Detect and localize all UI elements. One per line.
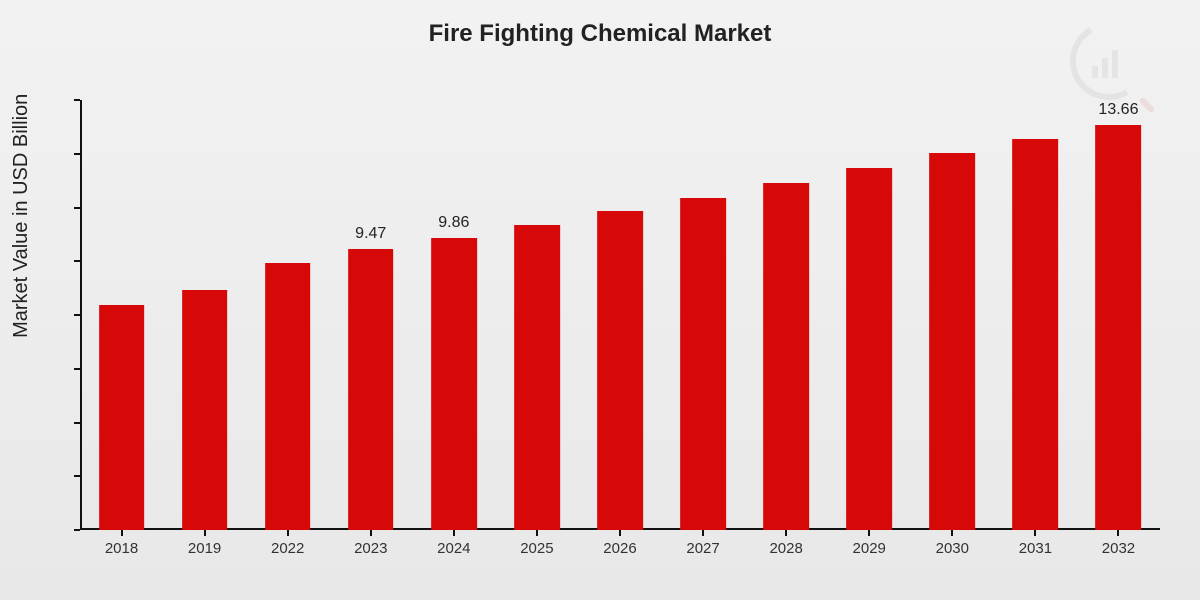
bar-slot: 2029 [828,100,911,530]
y-tick [74,260,80,262]
bar-slot: 2031 [994,100,1077,530]
bar-value-label: 13.66 [1098,101,1138,119]
y-tick [74,475,80,477]
x-tick [785,530,787,536]
x-category-label: 2032 [1102,540,1135,557]
bar-value-label: 9.86 [438,214,469,232]
bar [846,168,892,530]
bar [763,183,809,530]
bar-slot: 2026 [578,100,661,530]
x-tick [204,530,206,536]
x-tick [702,530,704,536]
x-category-label: 2029 [853,540,886,557]
bar-slot: 203213.66 [1077,100,1160,530]
y-tick [74,99,80,101]
x-category-label: 2018 [105,540,138,557]
y-tick [74,368,80,370]
watermark-logo [1070,22,1148,100]
x-tick [868,530,870,536]
y-tick [74,422,80,424]
bar [99,305,145,530]
x-category-label: 2025 [520,540,553,557]
x-tick [121,530,123,536]
x-tick [536,530,538,536]
x-category-label: 2026 [603,540,636,557]
plot-area: 20182019202220239.4720249.86202520262027… [80,100,1160,530]
x-category-label: 2024 [437,540,470,557]
x-tick [619,530,621,536]
y-tick [74,314,80,316]
bar-slot: 2019 [163,100,246,530]
bar-slot: 2022 [246,100,329,530]
x-tick [1117,530,1119,536]
bar [182,290,228,530]
y-tick [74,207,80,209]
bar [1013,139,1059,530]
bar [431,238,477,530]
chart-title: Fire Fighting Chemical Market [0,20,1200,48]
bar [929,153,975,530]
x-tick [453,530,455,536]
bar-value-label: 9.47 [355,225,386,243]
y-axis-label: Market Value in USD Billion [10,94,33,338]
x-category-label: 2031 [1019,540,1052,557]
x-tick [951,530,953,536]
bar-slot: 2018 [80,100,163,530]
chart-container: Fire Fighting Chemical Market Market Val… [0,0,1200,600]
bars-group: 20182019202220239.4720249.86202520262027… [80,100,1160,530]
bar [514,225,560,530]
bar-slot: 20249.86 [412,100,495,530]
bar [597,211,643,530]
x-tick [287,530,289,536]
bar [265,263,311,530]
bar-slot: 2025 [495,100,578,530]
x-category-label: 2030 [936,540,969,557]
x-tick [1034,530,1036,536]
x-category-label: 2019 [188,540,221,557]
bar-slot: 20239.47 [329,100,412,530]
bar [348,249,394,530]
x-category-label: 2022 [271,540,304,557]
bar [680,198,726,530]
x-category-label: 2028 [769,540,802,557]
bar-slot: 2028 [745,100,828,530]
y-tick [74,153,80,155]
bar-slot: 2030 [911,100,994,530]
x-tick [370,530,372,536]
bar-slot: 2027 [662,100,745,530]
x-category-label: 2023 [354,540,387,557]
bar [1096,125,1142,530]
x-category-label: 2027 [686,540,719,557]
y-tick [74,529,80,531]
